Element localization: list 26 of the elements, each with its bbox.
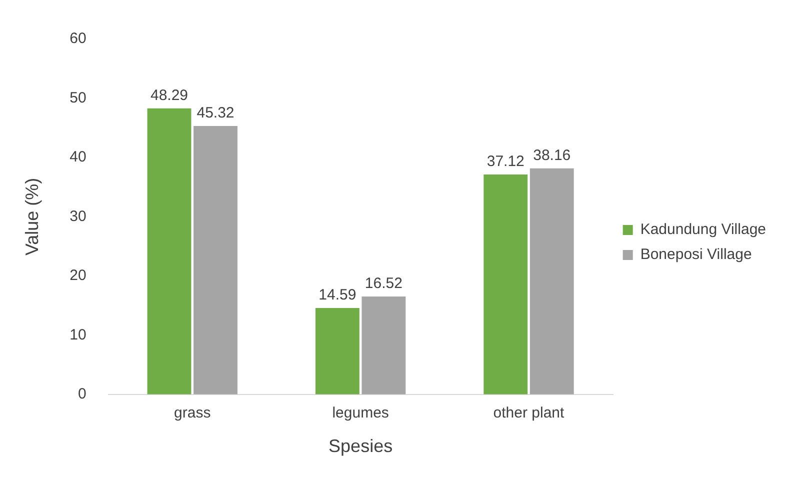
legend-label: Kadundung Village [640,221,766,238]
y-tick-label: 40 [70,148,86,166]
bar [147,108,192,394]
bar [315,308,360,394]
x-tick-label: grass [174,404,211,422]
data-label: 16.52 [364,275,402,292]
legend-label: Boneposi Village [640,246,752,264]
x-axis-title: Spesies [328,436,393,456]
y-tick-label: 50 [70,89,86,106]
y-axis-title: Value (%) [22,178,42,256]
y-tick-label: 60 [70,30,86,48]
y-tick-label: 20 [70,267,86,284]
x-tick-label: other plant [493,404,566,422]
data-label: 14.59 [318,286,356,304]
y-tick-label: 10 [70,326,86,344]
data-label: 37.12 [486,153,524,170]
bar [484,174,528,394]
data-label: 48.29 [150,87,188,104]
data-label: 45.32 [196,104,234,122]
x-tick-label: legumes [332,404,389,422]
y-tick-label: 0 [78,386,86,403]
bar [362,296,406,394]
bar [194,126,238,394]
y-tick-label: 30 [70,208,86,225]
data-label: 38.16 [533,147,571,164]
bar [530,168,574,394]
